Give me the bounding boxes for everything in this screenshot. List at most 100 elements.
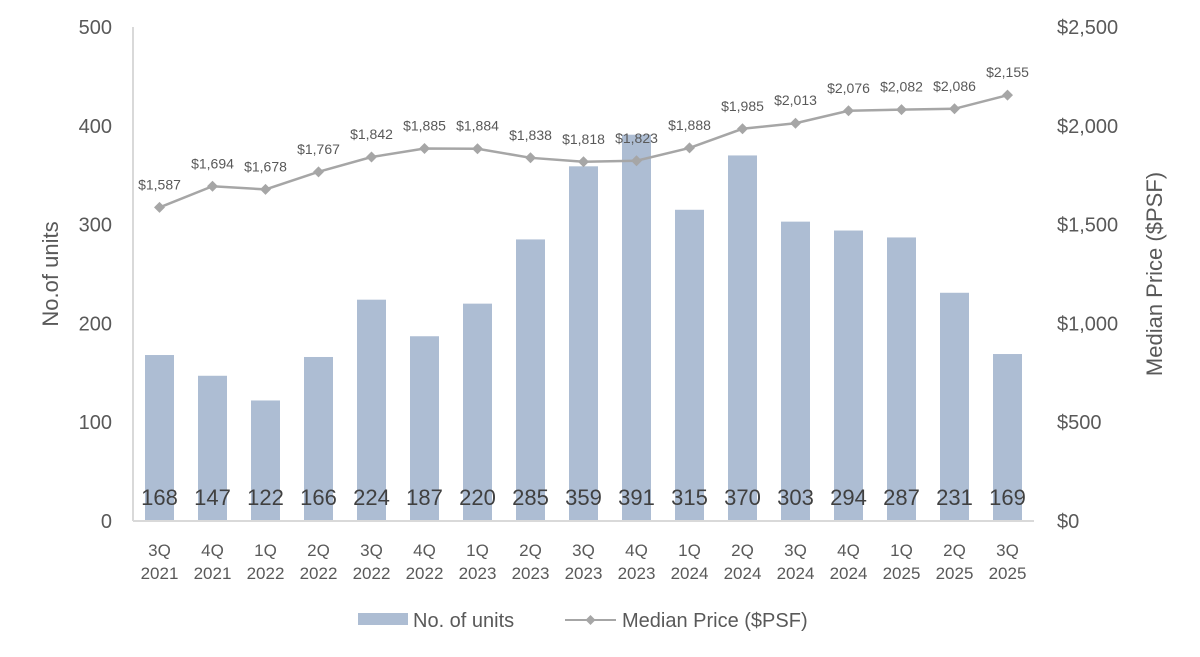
left-axis-tick-label: 400: [79, 116, 112, 138]
x-tick-label-quarter: 3Q: [360, 541, 383, 560]
price-marker: [366, 151, 377, 163]
left-axis-tick-label: 500: [79, 17, 112, 39]
x-tick-label-quarter: 3Q: [996, 541, 1019, 560]
left-axis-title: No.of units: [38, 221, 63, 326]
x-tick-label-quarter: 2Q: [943, 541, 966, 560]
price-data-label: $1,694: [191, 155, 234, 171]
left-axis-tick-label: 0: [101, 511, 112, 533]
price-data-label: $1,818: [562, 131, 605, 147]
left-axis-ticks: 0 100 200 300 400 500: [79, 17, 112, 533]
x-tick-label-year: 2024: [830, 564, 868, 583]
price-marker: [313, 166, 324, 178]
bar: [145, 355, 174, 521]
right-axis-tick-label: $2,000: [1057, 116, 1118, 138]
x-tick-label-quarter: 3Q: [784, 541, 807, 560]
bar-data-label: 294: [830, 485, 867, 510]
legend-label-units: No. of units: [413, 610, 514, 632]
price-data-label: $1,985: [721, 98, 764, 114]
price-marker: [154, 201, 165, 213]
bar-data-label: 285: [512, 485, 549, 510]
bar-data-label: 287: [883, 485, 920, 510]
line-data-labels: $1,587 $1,694 $1,678 $1,767 $1,842 $1,885 $1,8…: [138, 64, 1029, 192]
bar: [516, 239, 545, 522]
x-tick-label-year: 2022: [300, 564, 338, 583]
price-marker: [790, 117, 801, 129]
x-tick-label-year: 2025: [989, 564, 1027, 583]
bar-data-label: 303: [777, 485, 814, 510]
price-marker: [472, 143, 483, 155]
x-tick-label-year: 2022: [247, 564, 285, 583]
bar-data-label: 315: [671, 485, 708, 510]
right-axis-title: Median Price ($PSF): [1142, 172, 1167, 376]
x-tick-label-year: 2024: [777, 564, 815, 583]
x-tick-label-quarter: 4Q: [201, 541, 224, 560]
bar: [940, 292, 969, 521]
price-data-label: $2,082: [880, 79, 923, 95]
x-tick-label-quarter: 1Q: [466, 541, 489, 560]
price-data-label: $1,888: [668, 117, 711, 133]
price-marker: [1002, 89, 1013, 101]
bar-data-label: 166: [300, 485, 337, 510]
bar: [887, 237, 916, 521]
price-marker: [949, 103, 960, 115]
x-tick-label-year: 2023: [459, 564, 497, 583]
price-data-label: $1,678: [244, 158, 287, 174]
price-data-label: $2,076: [827, 80, 870, 96]
price-marker: [525, 152, 536, 164]
bar-data-label: 169: [989, 485, 1026, 510]
bar: [463, 303, 492, 521]
bar-data-label: 359: [565, 485, 602, 510]
x-tick-label-quarter: 2Q: [307, 541, 330, 560]
x-tick-label-year: 2025: [883, 564, 921, 583]
price-data-label: $1,885: [403, 118, 446, 134]
x-tick-label-year: 2022: [406, 564, 444, 583]
price-data-label: $1,842: [350, 126, 393, 142]
bar: [728, 155, 757, 521]
price-data-label: $1,884: [456, 118, 499, 134]
bar: [569, 166, 598, 522]
price-marker: [578, 156, 589, 168]
x-tick-label-year: 2023: [512, 564, 550, 583]
bar: [622, 134, 651, 521]
price-data-label: $1,838: [509, 127, 552, 143]
legend-label-price: Median Price ($PSF): [622, 610, 808, 632]
x-tick-label-year: 2021: [141, 564, 179, 583]
price-data-label: $1,587: [138, 176, 181, 192]
right-axis-ticks: $0 $500 $1,000 $1,500 $2,000 $2,500: [1057, 17, 1118, 533]
legend-diamond-marker-icon: [585, 615, 596, 625]
x-tick-label-quarter: 2Q: [519, 541, 542, 560]
legend: No. of units Median Price ($PSF): [358, 610, 808, 632]
bar-data-label: 231: [936, 485, 973, 510]
bar-data-label: 370: [724, 485, 761, 510]
bar-data-label: 224: [353, 485, 390, 510]
line-series: [154, 89, 1013, 213]
x-tick-label-quarter: 4Q: [837, 541, 860, 560]
x-axis-tick-labels: 3Q 2021 4Q 2021 1Q 2022 2Q 2022 3Q 2022 4Q 2022 1Q 20…: [141, 541, 1027, 583]
bar: [198, 375, 227, 521]
bar: [781, 221, 810, 522]
x-tick-label-year: 2023: [565, 564, 603, 583]
bar: [834, 230, 863, 521]
x-tick-label-year: 2021: [194, 564, 232, 583]
price-marker: [843, 105, 854, 117]
bar-data-label: 220: [459, 485, 496, 510]
price-marker: [207, 180, 218, 192]
x-tick-label-quarter: 4Q: [625, 541, 648, 560]
bar: [251, 400, 280, 521]
bar: [304, 356, 333, 521]
price-data-label: $2,086: [933, 78, 976, 94]
legend-bar-swatch: [358, 613, 408, 625]
left-axis-tick-label: 300: [79, 215, 112, 237]
bar: [675, 209, 704, 521]
bar-data-label: 391: [618, 485, 655, 510]
right-axis-tick-label: $0: [1057, 511, 1079, 533]
bar-data-label: 168: [141, 485, 178, 510]
bar-data-labels: 168 147 122 166 224 187 220 285 359 391 315 370 303 2…: [141, 485, 1026, 510]
x-tick-label-quarter: 1Q: [890, 541, 913, 560]
x-tick-label-year: 2022: [353, 564, 391, 583]
x-tick-label-year: 2025: [936, 564, 974, 583]
price-marker: [419, 143, 430, 155]
price-marker: [896, 104, 907, 116]
price-marker: [737, 123, 748, 135]
price-data-label: $2,013: [774, 92, 817, 108]
